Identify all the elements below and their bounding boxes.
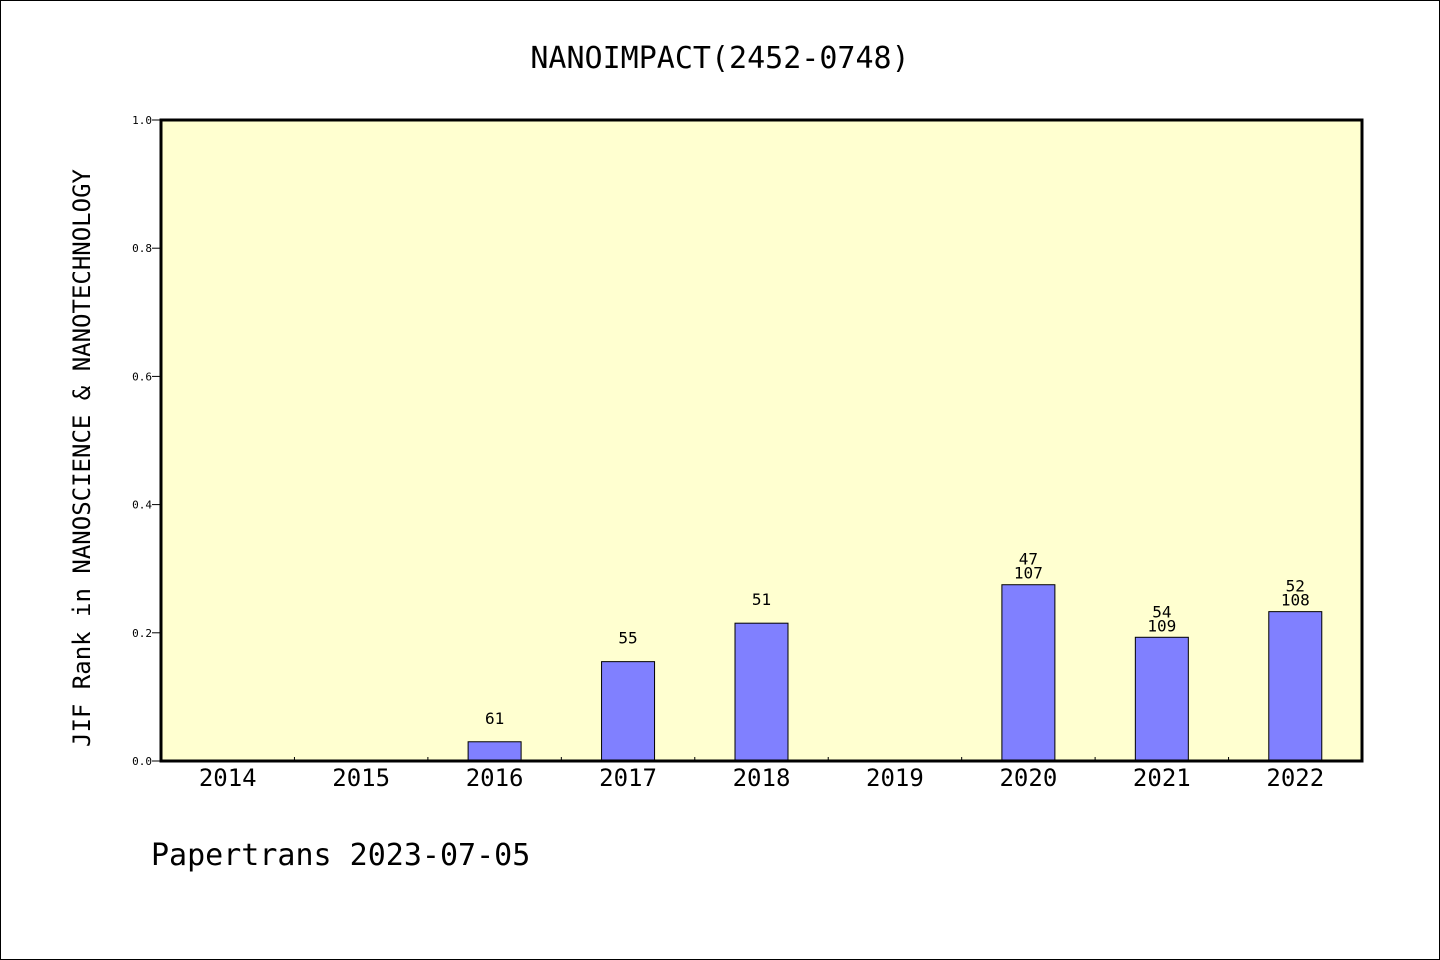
chart-title: NANOIMPACT(2452-0748): [530, 41, 909, 76]
x-tick-label-2019: 2019: [866, 764, 924, 792]
y-axis-ticks: 0.0 0.2 0.4 0.6 0.8 1.0: [132, 114, 161, 768]
footer-source-date: Papertrans 2023-07-05: [151, 838, 530, 873]
y-tick-label-4: 0.8: [132, 242, 152, 255]
x-tick-label-2016: 2016: [466, 764, 524, 792]
bar-label-2021-1: 109: [1147, 616, 1176, 635]
bar-label-2020-0: 47: [1019, 550, 1038, 569]
y-axis-label: JIF Rank in NANOSCIENCE & NANOTECHNOLOGY: [68, 168, 96, 747]
bar-2017: [601, 661, 656, 762]
bar-2016: [467, 741, 522, 762]
x-tick-label-2020: 2020: [999, 764, 1057, 792]
bar-2020: [1001, 584, 1056, 762]
x-axis-ticks: 2014 2015 2016 2017 2018 2019 2020 2021 2022: [199, 757, 1324, 792]
bar-label-2022-0: 52: [1286, 577, 1305, 596]
x-tick-label-2018: 2018: [733, 764, 791, 792]
x-tick-label-2021: 2021: [1133, 764, 1191, 792]
y-tick-label-3: 0.6: [132, 370, 152, 383]
bar-label-2020-1: 107: [1014, 564, 1043, 583]
x-tick-label-2017: 2017: [599, 764, 657, 792]
bar-label-2018-0: 51: [752, 590, 771, 609]
x-tick-label-2015: 2015: [332, 764, 390, 792]
x-tick-label-2014: 2014: [199, 764, 257, 792]
y-tick-label-0: 0.0: [132, 755, 152, 768]
bar-label-2016-0: 61: [485, 709, 504, 728]
y-tick-label-1: 0.2: [132, 627, 152, 640]
bar-2021: [1134, 636, 1189, 762]
bar-2018: [734, 622, 789, 762]
y-tick-label-2: 0.4: [132, 499, 152, 512]
y-tick-label-5: 1.0: [132, 114, 152, 127]
bar-label-2022-1: 108: [1281, 591, 1310, 610]
bar-label-2017-0: 55: [618, 629, 637, 648]
bar-series: [467, 584, 1323, 762]
x-tick-label-2022: 2022: [1266, 764, 1324, 792]
bar-2022: [1268, 611, 1323, 762]
plot-border: [159, 118, 1364, 763]
bar-label-2021-0: 54: [1152, 602, 1171, 621]
